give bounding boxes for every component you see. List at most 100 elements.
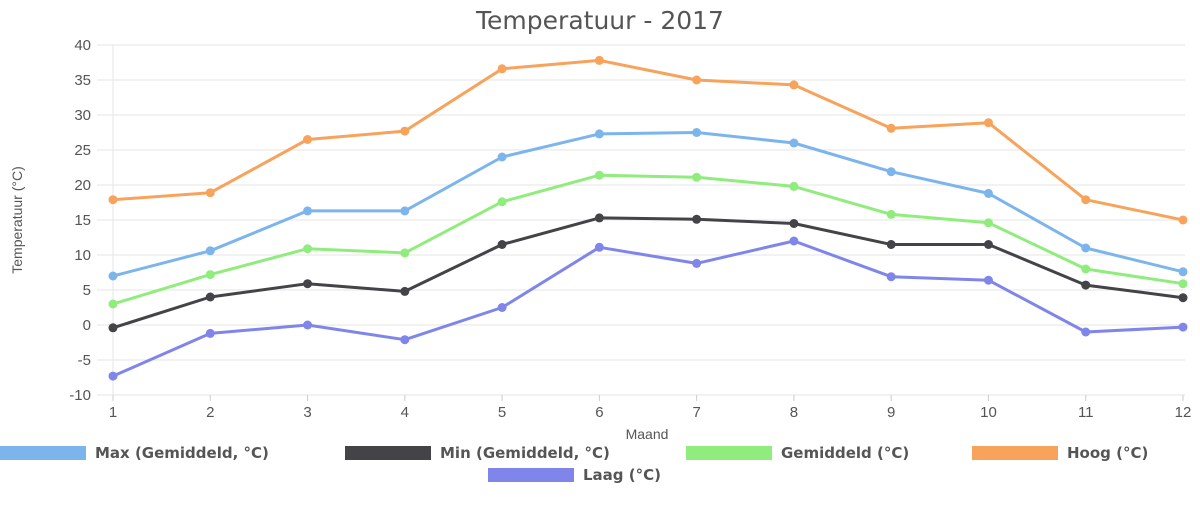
series-3 <box>108 170 1188 309</box>
data-point[interactable] <box>594 129 604 139</box>
data-point[interactable] <box>789 236 799 246</box>
data-point[interactable] <box>108 195 118 205</box>
x-tick-label: 12 <box>1175 404 1192 421</box>
x-tick-label: 10 <box>980 404 997 421</box>
data-point[interactable] <box>497 64 507 74</box>
data-point[interactable] <box>789 219 799 228</box>
data-point[interactable] <box>303 135 313 144</box>
series-line[interactable] <box>111 239 1185 378</box>
data-point[interactable] <box>886 240 896 249</box>
data-point[interactable] <box>983 218 993 228</box>
legend-item[interactable]: Max (Gemiddeld, °C) <box>0 444 269 462</box>
data-point[interactable] <box>400 335 410 345</box>
x-tick-label: 8 <box>790 404 798 421</box>
series-line[interactable] <box>111 131 1185 278</box>
x-tick-label: 1 <box>109 404 117 421</box>
data-point[interactable] <box>205 270 215 280</box>
data-point[interactable] <box>692 75 702 85</box>
data-point[interactable] <box>108 271 118 281</box>
series-line[interactable] <box>111 216 1185 330</box>
data-point[interactable] <box>692 172 702 182</box>
series-line[interactable] <box>111 58 1185 222</box>
data-point[interactable] <box>789 138 799 148</box>
data-point[interactable] <box>497 303 507 312</box>
data-point[interactable] <box>983 275 993 285</box>
series-line[interactable] <box>111 173 1185 306</box>
data-point[interactable] <box>205 246 215 256</box>
series-2 <box>108 213 1188 333</box>
legend-swatch <box>0 446 86 460</box>
data-point[interactable] <box>594 213 604 223</box>
legend-item[interactable]: Gemiddeld (°C) <box>686 444 909 462</box>
data-point[interactable] <box>594 170 604 180</box>
data-point[interactable] <box>400 126 410 136</box>
data-point[interactable] <box>205 292 215 302</box>
data-point[interactable] <box>108 323 118 333</box>
x-tick-label: 7 <box>692 404 700 421</box>
data-point[interactable] <box>108 299 118 309</box>
data-point[interactable] <box>497 240 507 249</box>
data-point[interactable] <box>497 197 507 207</box>
data-point[interactable] <box>303 206 313 216</box>
data-point[interactable] <box>594 55 604 65</box>
data-point[interactable] <box>692 258 702 268</box>
y-tick-label: 5 <box>83 282 91 299</box>
data-point[interactable] <box>400 206 410 216</box>
data-point[interactable] <box>886 209 896 219</box>
data-point[interactable] <box>983 188 993 198</box>
data-point[interactable] <box>983 240 993 249</box>
data-point[interactable] <box>594 242 604 252</box>
data-point[interactable] <box>789 181 799 191</box>
legend-swatch <box>972 446 1058 460</box>
legend-swatch <box>488 468 574 482</box>
data-point[interactable] <box>1178 293 1188 303</box>
series-5 <box>108 236 1188 381</box>
data-point[interactable] <box>400 248 410 258</box>
legend-item[interactable]: Hoog (°C) <box>972 444 1148 462</box>
data-point[interactable] <box>303 244 313 254</box>
legend-swatch <box>686 446 772 460</box>
series-4 <box>108 55 1188 225</box>
data-point[interactable] <box>205 188 215 198</box>
legend-label: Max (Gemiddeld, °C) <box>95 444 269 462</box>
y-tick-label: 15 <box>74 212 91 229</box>
data-point[interactable] <box>303 320 313 330</box>
data-point[interactable] <box>692 214 702 224</box>
legend-item[interactable]: Laag (°C) <box>488 466 661 484</box>
data-point[interactable] <box>692 128 702 137</box>
legend-label: Gemiddeld (°C) <box>781 444 909 462</box>
y-tick-label: 25 <box>74 142 91 159</box>
legend-label: Min (Gemiddeld, °C) <box>440 444 610 462</box>
x-axis: 1 2 3 4 5 6 7 8 9 10 11 12 <box>109 395 1192 421</box>
data-point[interactable] <box>886 167 896 177</box>
data-point[interactable] <box>886 123 896 133</box>
chart-title: Temperatuur - 2017 <box>475 6 724 35</box>
data-point[interactable] <box>1081 264 1091 274</box>
data-point[interactable] <box>303 279 313 289</box>
data-point[interactable] <box>1178 215 1188 225</box>
legend-item[interactable]: Min (Gemiddeld, °C) <box>345 444 610 462</box>
data-point[interactable] <box>1081 280 1091 290</box>
data-point[interactable] <box>1081 327 1091 337</box>
data-point[interactable] <box>400 286 410 296</box>
data-point[interactable] <box>205 328 215 338</box>
y-tick-label: -10 <box>69 387 91 404</box>
y-tick-label: 35 <box>74 72 91 89</box>
data-point[interactable] <box>983 118 993 128</box>
x-axis-title: Maand <box>626 426 669 442</box>
legend-label: Laag (°C) <box>583 466 661 484</box>
data-point[interactable] <box>1178 267 1188 277</box>
data-point[interactable] <box>108 371 118 381</box>
data-point[interactable] <box>1178 322 1188 332</box>
data-point[interactable] <box>497 152 507 162</box>
data-point[interactable] <box>1178 279 1188 289</box>
data-point[interactable] <box>886 272 896 282</box>
data-point[interactable] <box>1081 195 1091 205</box>
data-point[interactable] <box>789 80 799 90</box>
y-tick-label: 10 <box>74 247 91 264</box>
y-tick-label: 30 <box>74 107 91 124</box>
data-point[interactable] <box>1081 243 1091 253</box>
x-tick-label: 6 <box>595 404 603 421</box>
